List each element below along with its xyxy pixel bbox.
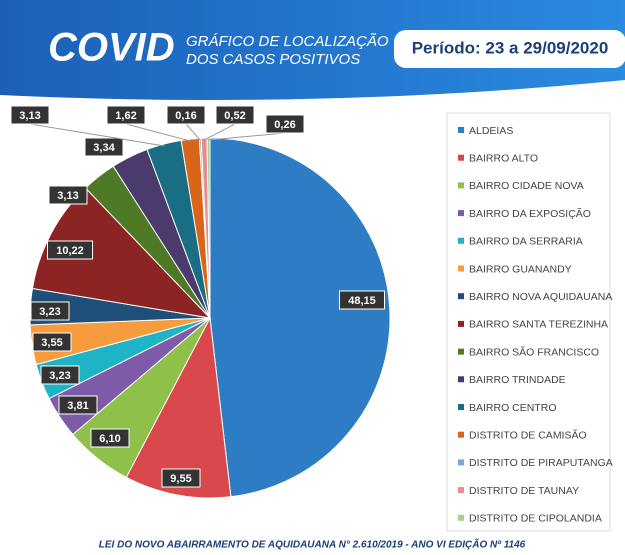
legend-swatch	[458, 376, 464, 383]
legend-swatch	[458, 182, 464, 189]
leader-line	[185, 123, 201, 141]
leader-line	[125, 123, 191, 142]
legend-label: DISTRITO DE CIPOLANDIA	[469, 513, 602, 525]
legend-label: BAIRRO DA EXPOSIÇÃO	[469, 207, 591, 220]
data-label: 10,22	[56, 245, 84, 257]
data-label: 3,23	[39, 306, 60, 318]
label-box	[47, 240, 93, 260]
leader-line	[29, 123, 165, 147]
data-label: 0,52	[224, 110, 245, 122]
legend-label: BAIRRO GUANANDY	[469, 263, 572, 275]
label-box	[84, 137, 124, 157]
label-box	[215, 105, 255, 125]
footer: LEI DO NOVO ABAIRRAMENTO DE AQUIDAUANA N…	[99, 538, 526, 551]
header-banner	[0, 0, 625, 100]
data-label: 9,55	[170, 473, 191, 485]
legend-swatch	[458, 265, 464, 272]
label-box	[106, 105, 146, 125]
data-label: 3,23	[49, 370, 70, 382]
label-box	[166, 105, 206, 125]
legend-label: BAIRRO NOVA AQUIDAUANA	[469, 291, 612, 303]
legend-swatch	[458, 514, 464, 521]
period: Período: 23 a 29/09/2020	[412, 38, 609, 57]
label-box	[10, 105, 50, 125]
legend-swatch	[458, 320, 464, 327]
label-box	[40, 365, 80, 385]
data-label: 3,81	[67, 400, 88, 412]
legend-label: BAIRRO DA SERRARIA	[469, 236, 583, 248]
legend-label: BAIRRO SANTA TEREZINHA	[469, 319, 608, 331]
legend-label: DISTRITO DE CAMISÃO	[469, 428, 587, 441]
data-label: 48,15	[348, 295, 376, 307]
data-label: 6,10	[99, 433, 120, 445]
label-box	[30, 301, 70, 321]
legend-swatch	[458, 348, 464, 355]
data-label: 0,26	[274, 119, 295, 131]
period-box	[394, 30, 625, 68]
data-label: 1,62	[115, 110, 136, 122]
legend-box	[446, 112, 611, 532]
legend-swatch	[458, 237, 464, 244]
legend-label: BAIRRO ALTO	[469, 152, 538, 164]
label-box	[58, 395, 98, 415]
legend-label: BAIRRO SÃO FRANCISCO	[469, 345, 599, 358]
legend-swatch	[458, 210, 464, 217]
legend-label: BAIRRO TRINDADE	[469, 374, 566, 386]
label-box	[90, 428, 130, 448]
brand: COVID	[48, 26, 175, 70]
legend-label: DISTRITO DE PIRAPUTANGA	[469, 457, 613, 469]
legend-label: ALDEIAS	[469, 125, 513, 137]
subtitle: GRÁFICO DE LOCALIZAÇÃO	[186, 33, 389, 50]
data-label: 3,34	[93, 142, 115, 154]
leader-line	[203, 123, 236, 141]
data-label: 3,55	[41, 337, 62, 349]
label-box	[48, 185, 88, 205]
label-box	[32, 332, 72, 352]
pie-slice	[125, 316, 232, 499]
leader-line	[208, 132, 286, 141]
legend-label: DISTRITO DE TAUNAY	[469, 485, 579, 497]
pie-slice	[209, 137, 391, 498]
label-box	[161, 468, 201, 488]
legend-label: BAIRRO CIDADE NOVA	[469, 180, 584, 192]
data-label: 0,16	[175, 110, 196, 122]
data-label: 3,13	[57, 190, 78, 202]
legend-swatch	[458, 459, 464, 466]
legend-swatch	[458, 404, 464, 410]
legend-swatch	[458, 487, 464, 494]
legend-swatch	[458, 293, 464, 300]
legend-swatch	[458, 127, 464, 133]
legend-swatch	[458, 431, 464, 438]
data-label: 3,13	[19, 110, 40, 122]
legend-swatch	[458, 154, 464, 161]
label-box	[339, 290, 385, 310]
subtitle: DOS CASOS POSITIVOS	[186, 51, 360, 68]
legend-label: BAIRRO CENTRO	[469, 402, 557, 414]
label-box	[265, 114, 305, 134]
